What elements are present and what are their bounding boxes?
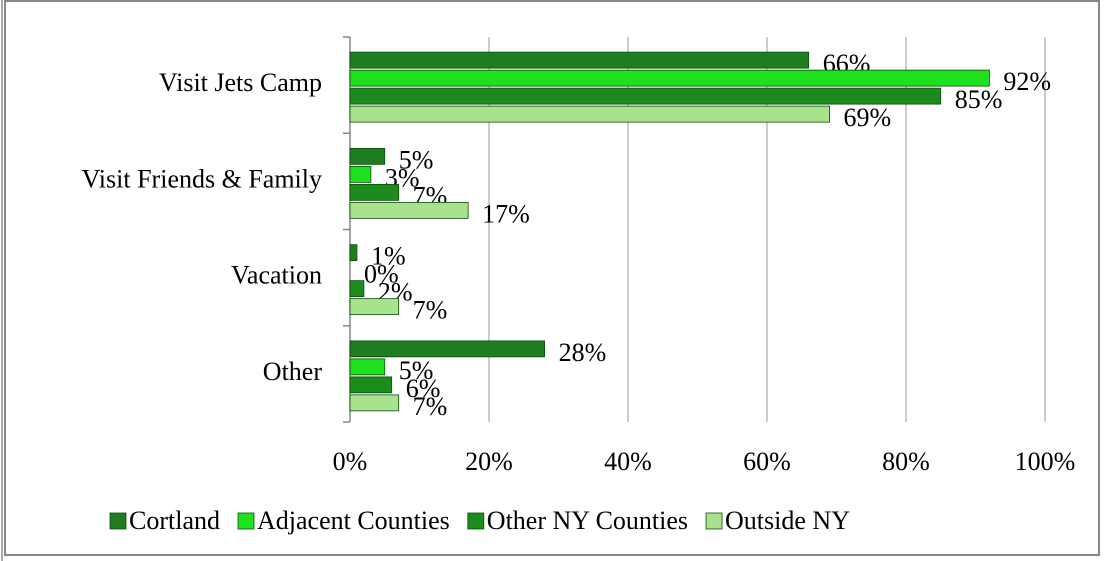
x-tick-label: 60% <box>743 447 791 476</box>
bar <box>349 298 400 316</box>
bar <box>349 280 365 298</box>
x-tick-label: 40% <box>604 447 652 476</box>
legend-label: Other NY Counties <box>487 506 688 535</box>
data-label: 7% <box>413 296 448 325</box>
legend-label: Outside NY <box>725 506 850 535</box>
y-tick-label: Visit Friends & Family <box>82 164 322 193</box>
bar <box>349 51 810 69</box>
data-label: 92% <box>1003 67 1051 96</box>
data-label: 1% <box>371 242 406 271</box>
x-tick-label: 100% <box>1015 447 1076 476</box>
bar <box>349 147 386 165</box>
bar <box>349 358 386 376</box>
data-label: 5% <box>399 145 434 174</box>
bar <box>349 183 400 201</box>
x-tick-label: 20% <box>465 447 513 476</box>
x-tick-label: 80% <box>882 447 930 476</box>
y-tick-label: Other <box>263 357 323 386</box>
legend-label: Cortland <box>129 506 220 535</box>
data-label: 85% <box>955 85 1003 114</box>
data-label: 28% <box>559 338 607 367</box>
bar <box>349 87 942 105</box>
legend-swatch <box>705 512 723 530</box>
data-label: 17% <box>482 199 530 228</box>
bar <box>349 394 400 412</box>
legend-label: Adjacent Counties <box>257 506 450 535</box>
bar <box>349 165 372 183</box>
data-label: 0% <box>364 260 399 289</box>
bar <box>349 69 990 87</box>
legend-swatch <box>109 512 127 530</box>
bar <box>349 376 393 394</box>
legend-swatch <box>237 512 255 530</box>
bar <box>349 105 830 123</box>
y-tick-label: Visit Jets Camp <box>159 68 322 97</box>
bar <box>349 201 469 219</box>
bar <box>349 340 546 358</box>
legend-swatch <box>467 512 485 530</box>
data-label: 69% <box>844 103 892 132</box>
x-tick-label: 0% <box>333 447 368 476</box>
y-tick-label: Vacation <box>231 261 322 290</box>
bar <box>349 244 358 262</box>
data-label: 6% <box>406 374 441 403</box>
data-label: 5% <box>399 356 434 385</box>
data-label: 7% <box>413 392 448 421</box>
